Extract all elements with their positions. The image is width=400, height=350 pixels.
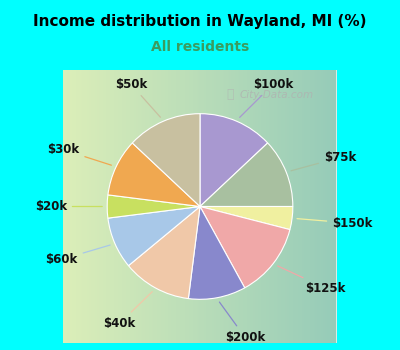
Wedge shape [200, 114, 268, 206]
Text: City-Data.com: City-Data.com [239, 90, 314, 99]
Wedge shape [132, 114, 200, 206]
Text: $75k: $75k [291, 151, 356, 171]
Wedge shape [200, 206, 290, 288]
Text: $150k: $150k [297, 217, 372, 230]
Wedge shape [108, 206, 200, 266]
Wedge shape [108, 143, 200, 206]
Text: All residents: All residents [151, 40, 249, 54]
Wedge shape [128, 206, 200, 299]
Wedge shape [188, 206, 245, 299]
Text: $60k: $60k [46, 245, 110, 266]
Wedge shape [107, 195, 200, 218]
Text: $20k: $20k [35, 200, 102, 213]
Text: $200k: $200k [220, 302, 265, 344]
Text: $100k: $100k [240, 78, 293, 117]
Wedge shape [200, 143, 293, 206]
Text: $30k: $30k [47, 143, 111, 165]
Text: $40k: $40k [104, 292, 152, 330]
Text: $50k: $50k [115, 78, 160, 117]
Text: ⦿: ⦿ [226, 88, 234, 101]
Text: Income distribution in Wayland, MI (%): Income distribution in Wayland, MI (%) [33, 14, 367, 29]
Wedge shape [200, 206, 293, 230]
Text: $125k: $125k [278, 266, 346, 295]
